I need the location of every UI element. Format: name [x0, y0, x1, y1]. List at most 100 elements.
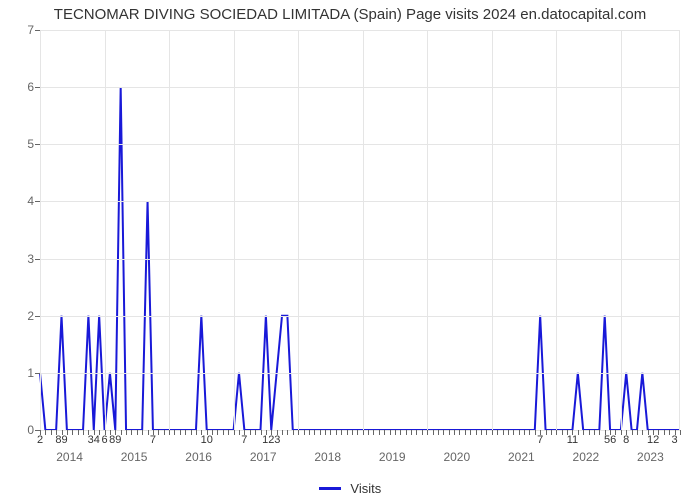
x-minor-tick [191, 430, 192, 435]
x-minor-tick [325, 430, 326, 435]
x-minor-tick [384, 430, 385, 435]
x-minor-tick [497, 430, 498, 435]
gridline-vertical [427, 30, 428, 430]
x-minor-tick [148, 430, 149, 435]
value-label: 2 [37, 430, 43, 446]
x-minor-tick [486, 430, 487, 435]
gridline-vertical [234, 30, 235, 430]
x-minor-tick [304, 430, 305, 435]
x-minor-tick [519, 430, 520, 435]
x-minor-tick [546, 430, 547, 435]
value-label: 6 [101, 430, 107, 446]
x-minor-tick [255, 430, 256, 435]
x-minor-tick [481, 430, 482, 435]
x-minor-tick [78, 430, 79, 435]
x-minor-tick [492, 430, 493, 435]
x-year-label: 2015 [121, 430, 148, 464]
x-minor-tick [368, 430, 369, 435]
x-minor-tick [314, 430, 315, 435]
value-label: 56 [604, 430, 616, 446]
x-minor-tick [433, 430, 434, 435]
x-minor-tick [443, 430, 444, 435]
x-minor-tick [239, 430, 240, 435]
value-label: 89 [55, 430, 67, 446]
x-minor-tick [217, 430, 218, 435]
x-minor-tick [390, 430, 391, 435]
x-minor-tick [535, 430, 536, 435]
x-minor-tick [131, 430, 132, 435]
x-minor-tick [83, 430, 84, 435]
x-minor-tick [459, 430, 460, 435]
x-year-label: 2018 [314, 430, 341, 464]
x-minor-tick [589, 430, 590, 435]
legend-swatch [319, 487, 341, 490]
x-minor-tick [454, 430, 455, 435]
x-minor-tick [503, 430, 504, 435]
x-minor-tick [72, 430, 73, 435]
x-minor-tick [551, 430, 552, 435]
x-minor-tick [347, 430, 348, 435]
gridline-vertical [492, 30, 493, 430]
x-minor-tick [379, 430, 380, 435]
x-minor-tick [51, 430, 52, 435]
y-tick-label: 6 [27, 80, 40, 94]
x-minor-tick [158, 430, 159, 435]
gridline-horizontal [40, 201, 680, 202]
value-label: 34 [88, 430, 100, 446]
y-tick-label: 4 [27, 194, 40, 208]
x-minor-tick [599, 430, 600, 435]
gridline-horizontal [40, 373, 680, 374]
x-minor-tick [632, 430, 633, 435]
gridline-horizontal [40, 259, 680, 260]
x-year-label: 2019 [379, 430, 406, 464]
x-minor-tick [621, 430, 622, 435]
x-minor-tick [562, 430, 563, 435]
x-minor-tick [223, 430, 224, 435]
x-minor-tick [137, 430, 138, 435]
x-minor-tick [449, 430, 450, 435]
y-tick-label: 3 [27, 252, 40, 266]
x-minor-tick [680, 430, 681, 435]
x-minor-tick [169, 430, 170, 435]
gridline-vertical [105, 30, 106, 430]
x-year-label: 2020 [443, 430, 470, 464]
x-minor-tick [45, 430, 46, 435]
x-minor-tick [185, 430, 186, 435]
x-minor-tick [529, 430, 530, 435]
x-minor-tick [524, 430, 525, 435]
x-minor-tick [406, 430, 407, 435]
gridline-horizontal [40, 30, 680, 31]
x-year-label: 2021 [508, 430, 535, 464]
chart-svg [40, 30, 680, 430]
x-minor-tick [411, 430, 412, 435]
x-minor-tick [282, 430, 283, 435]
x-minor-tick [293, 430, 294, 435]
x-minor-tick [309, 430, 310, 435]
y-tick-label: 1 [27, 366, 40, 380]
gridline-vertical [169, 30, 170, 430]
x-minor-tick [637, 430, 638, 435]
x-minor-tick [330, 430, 331, 435]
x-minor-tick [352, 430, 353, 435]
gridline-horizontal [40, 144, 680, 145]
x-minor-tick [142, 430, 143, 435]
chart-title: TECNOMAR DIVING SOCIEDAD LIMITADA (Spain… [0, 0, 700, 23]
x-minor-tick [427, 430, 428, 435]
gridline-vertical [363, 30, 364, 430]
gridline-vertical [556, 30, 557, 430]
x-minor-tick [642, 430, 643, 435]
gridline-horizontal [40, 316, 680, 317]
x-minor-tick [341, 430, 342, 435]
x-minor-tick [470, 430, 471, 435]
gridline-horizontal [40, 87, 680, 88]
gridline-vertical [40, 30, 41, 430]
x-minor-tick [320, 430, 321, 435]
x-minor-tick [594, 430, 595, 435]
value-label: 11 [567, 430, 578, 446]
x-minor-tick [465, 430, 466, 435]
x-minor-tick [400, 430, 401, 435]
value-label: 8 [623, 430, 629, 446]
x-minor-tick [357, 430, 358, 435]
x-minor-tick [228, 430, 229, 435]
x-minor-tick [250, 430, 251, 435]
